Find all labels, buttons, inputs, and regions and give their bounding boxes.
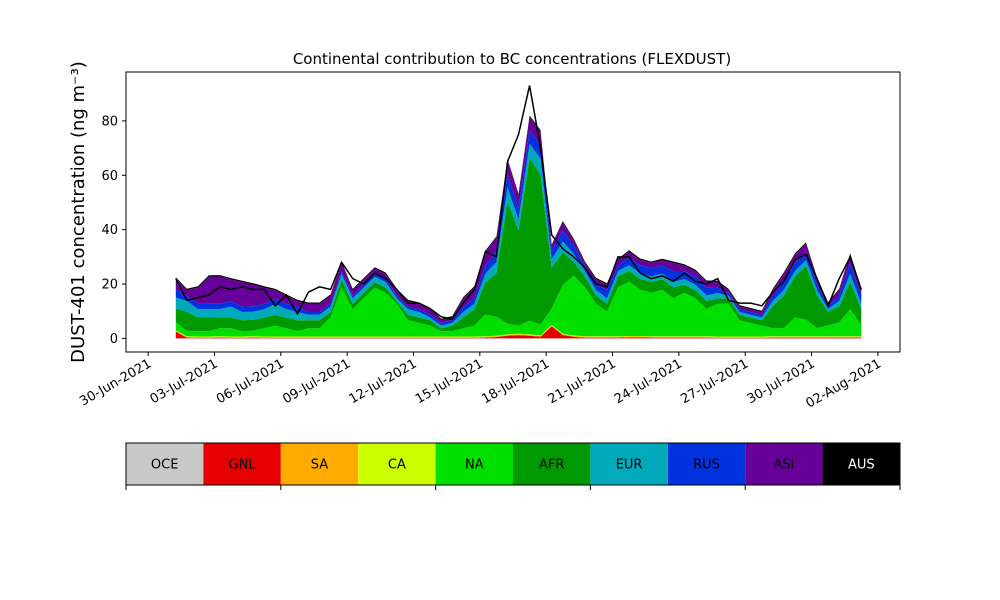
- legend-label-na: NA: [465, 458, 484, 473]
- legend-swatch-asi: [745, 443, 823, 485]
- y-tick-label: 40: [101, 223, 118, 238]
- x-tick-label: 02-Aug-2021: [804, 356, 884, 411]
- area-gnl: [175, 326, 862, 339]
- total-line-group: [175, 85, 863, 321]
- legend-label-afr: AFR: [539, 458, 564, 473]
- x-tick-label: 18-Jul-2021: [479, 356, 552, 407]
- legend-swatch-na: [435, 443, 513, 485]
- x-tick-label: 24-Jul-2021: [612, 356, 685, 407]
- area-eur: [175, 144, 862, 329]
- y-tick-label: 80: [101, 114, 118, 129]
- chart-title: Continental contribution to BC concentra…: [293, 50, 731, 68]
- legend-label-asi: ASI: [773, 458, 794, 473]
- legend-label-eur: EUR: [616, 458, 643, 473]
- legend: OCE GNL SA CA NA AFR EUR RUS ASI AUS: [125, 442, 901, 490]
- x-tick-label: 12-Jul-2021: [347, 356, 420, 407]
- legend-swatch-afr: [513, 443, 591, 485]
- area-afr: [175, 157, 862, 332]
- legend-swatch-eur: [590, 443, 668, 485]
- legend-swatch-rus: [667, 443, 746, 485]
- x-tick-label: 21-Jul-2021: [546, 356, 619, 407]
- area-na: [175, 275, 862, 337]
- y-axis-ticks: 0 20 40 60 80: [101, 114, 126, 347]
- x-tick-label: 06-Jul-2021: [214, 356, 287, 407]
- legend-label-sa: SA: [311, 458, 328, 473]
- total-line: [175, 85, 863, 321]
- legend-label-aus: AUS: [848, 458, 875, 473]
- x-tick-label: 03-Jul-2021: [148, 356, 221, 407]
- x-tick-label: 30-Jun-2021: [77, 356, 154, 409]
- area-asi: [175, 116, 862, 323]
- legend-label-ca: CA: [388, 458, 406, 473]
- y-tick-label: 20: [101, 278, 118, 293]
- plot-frame: [125, 71, 901, 353]
- x-tick-label: 09-Jul-2021: [280, 356, 353, 407]
- legend-swatch-aus: [822, 443, 900, 485]
- x-tick-label: 27-Jul-2021: [678, 356, 751, 407]
- legend-swatch-oce: [126, 443, 204, 485]
- x-axis-ticks: 30-Jun-202103-Jul-202106-Jul-202109-Jul-…: [77, 352, 884, 412]
- x-tick-label: 15-Jul-2021: [413, 356, 486, 407]
- legend-label-oce: OCE: [151, 458, 179, 473]
- legend-frame: [125, 442, 901, 486]
- legend-swatch-sa: [280, 443, 359, 485]
- y-tick-label: 60: [101, 169, 118, 184]
- legend-swatch-gnl: [203, 443, 281, 485]
- y-tick-label: 0: [110, 332, 118, 347]
- legend-swatch-ca: [358, 443, 436, 485]
- legend-label-gnl: GNL: [229, 458, 257, 473]
- legend-label-rus: RUS: [693, 458, 720, 473]
- y-axis-label: DUST-401 concentration (ng m⁻³): [68, 61, 89, 363]
